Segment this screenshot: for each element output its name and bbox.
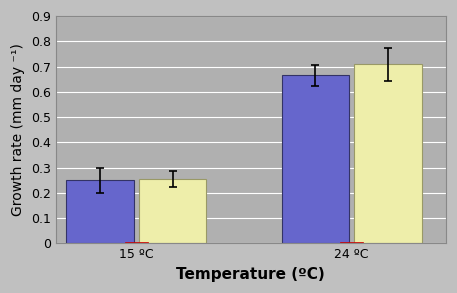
Bar [354,64,422,243]
X-axis label: Temperature (ºC): Temperature (ºC) [176,267,325,282]
Bar [124,242,148,243]
Bar [340,242,363,243]
Y-axis label: Growth rate (mm day ⁻¹): Growth rate (mm day ⁻¹) [11,43,25,216]
Bar [66,180,133,243]
Bar [139,179,206,243]
Bar [282,76,349,243]
